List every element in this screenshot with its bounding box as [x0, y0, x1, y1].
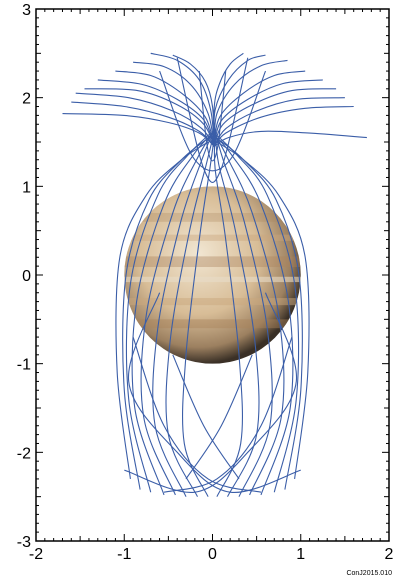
x-tick-label: 0 [208, 546, 217, 563]
field-lines [62, 52, 367, 497]
field-line-14 [214, 128, 260, 497]
field-line-37 [213, 59, 288, 147]
field-line-25 [84, 88, 215, 147]
x-tick-label: 1 [296, 546, 305, 563]
y-tick-label: -1 [17, 357, 31, 374]
field-line-4 [140, 131, 214, 496]
field-line-32 [213, 105, 354, 147]
field-line-10 [213, 132, 300, 493]
planet-band-5 [124, 212, 301, 222]
credit-label: ConJ2015.010 [346, 570, 392, 577]
field-line-23 [71, 101, 215, 147]
field-line-27 [115, 70, 215, 147]
x-tick-label: -1 [117, 546, 131, 563]
field-line-15 [213, 131, 243, 497]
field-line-11 [212, 132, 294, 496]
field-line-35 [213, 79, 323, 147]
jupiter-image [124, 186, 301, 364]
y-tick-label: -3 [17, 534, 31, 551]
field-line-19 [132, 336, 262, 493]
field-line-26 [97, 79, 215, 147]
planet-band-2 [124, 276, 301, 283]
field-line-1 [122, 137, 210, 490]
y-tick-label: -2 [17, 445, 31, 462]
field-line-36 [213, 70, 306, 147]
field-line-40 [159, 70, 267, 172]
field-line-9 [215, 137, 303, 490]
x-tick-label: 2 [385, 546, 394, 563]
field-line-42 [198, 71, 227, 162]
y-tick-label: 1 [22, 179, 31, 196]
planet-band-4 [124, 234, 301, 241]
y-tick-label: 0 [22, 268, 31, 285]
field-line-34 [213, 88, 337, 147]
field-line-18 [163, 336, 293, 493]
field-line-24 [75, 92, 215, 147]
field-line-22 [62, 113, 215, 147]
planet-disk [124, 186, 301, 364]
field-line-33 [213, 97, 345, 147]
field-line-3 [131, 132, 213, 496]
x-tick-label: -2 [29, 546, 43, 563]
field-line-28 [133, 61, 215, 147]
planet-band-1 [124, 298, 301, 306]
field-line-2 [125, 132, 212, 493]
field-line-12 [212, 131, 285, 496]
y-tick-label: 2 [22, 91, 31, 108]
field-line-39 [213, 52, 244, 147]
planet-band-3 [124, 256, 301, 268]
field-line-7 [182, 131, 216, 497]
planet-band-0 [124, 319, 301, 329]
field-line-21 [172, 354, 240, 480]
field-line-20 [185, 354, 253, 480]
planet-bands [124, 212, 301, 329]
field-line-6 [165, 128, 216, 497]
field-line-31 [213, 130, 367, 147]
field-line-29 [150, 52, 215, 147]
y-tick-label: 3 [22, 2, 31, 19]
field-line-41 [176, 57, 249, 184]
